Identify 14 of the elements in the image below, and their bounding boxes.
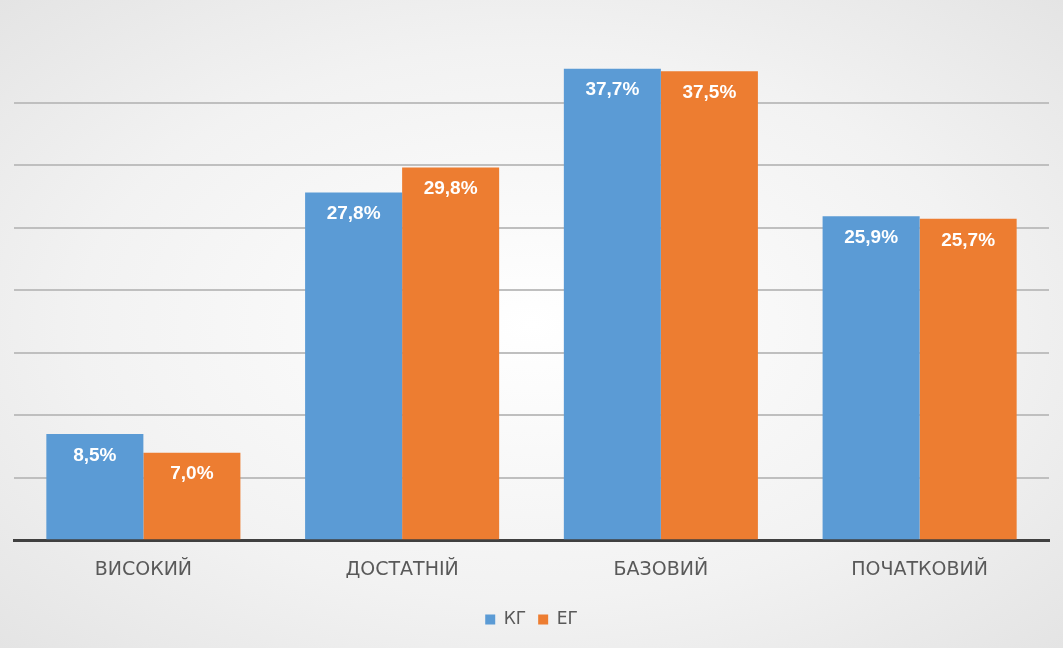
data-label: 25,7% [941, 228, 996, 250]
legend-label: ЕГ [556, 607, 578, 628]
x-tick-label: БАЗОВИЙ [613, 556, 709, 579]
legend-label: КГ [503, 607, 527, 628]
data-label: 29,8% [423, 177, 478, 199]
data-label: 7,0% [170, 462, 214, 484]
x-tick-label: ПОЧАТКОВИЙ [851, 556, 989, 579]
data-label: 27,8% [326, 202, 381, 224]
x-tick-label: ДОСТАТНІЙ [345, 556, 459, 579]
x-tick-label: ВИСОКИЙ [94, 556, 193, 579]
data-label: 8,5% [73, 443, 117, 465]
data-label: 25,9% [844, 226, 899, 248]
data-label: 37,5% [682, 81, 737, 102]
data-label: 37,7% [585, 78, 640, 100]
